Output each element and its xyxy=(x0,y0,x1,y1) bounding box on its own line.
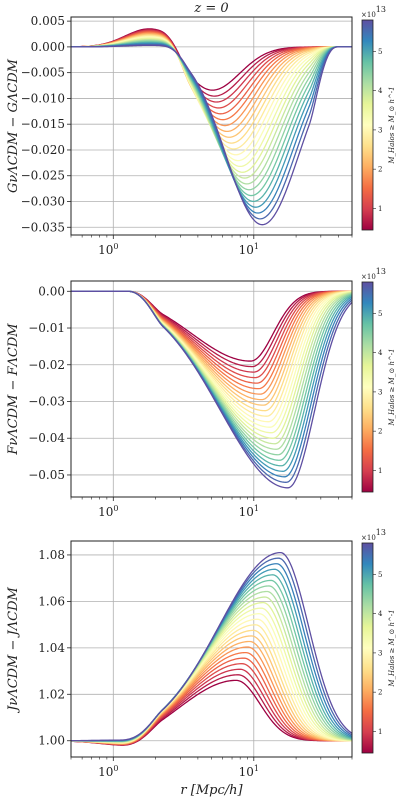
y-tick-label: −0.020 xyxy=(21,143,65,157)
y-tick-label: −0.005 xyxy=(21,66,65,80)
chart-panel-1: 0.005 0.000 −0.005 −0.010 −0.015 −0.020 −0.025… xyxy=(6,1,396,257)
y-tick-label: −0.015 xyxy=(21,117,65,131)
x-tick-label: 101 xyxy=(239,764,259,779)
colorbar-tick-label: 4 xyxy=(378,349,383,357)
y-tick-label: 1.08 xyxy=(38,548,65,562)
y-tick-label: −0.01 xyxy=(28,321,65,335)
y-tick-label: 1.00 xyxy=(38,734,65,748)
colorbar-tick-label: 1 xyxy=(378,728,382,736)
y-axis-label: FνΛCDM − FΛCDM xyxy=(6,323,21,456)
colorbar-tick-label: 5 xyxy=(378,571,382,579)
colorbar-gradient xyxy=(361,542,374,754)
chart-panel-3: 1.00 1.02 1.04 1.06 1.08 100 101 JνΛCDM − JΛCDM… xyxy=(6,528,396,798)
colorbar-tick-label: 4 xyxy=(378,87,383,95)
y-tick-label: −0.035 xyxy=(21,220,65,234)
y-tick-label: 1.04 xyxy=(38,641,65,655)
colorbar-label: M_Halos ≥ M_⊙ h^-1 xyxy=(388,348,396,426)
y-tick-label: 1.06 xyxy=(38,594,65,608)
colorbar-tick-label: 3 xyxy=(378,126,382,134)
y-tick-label: −0.030 xyxy=(21,195,65,209)
series-group xyxy=(71,551,352,746)
y-tick-label: −0.010 xyxy=(21,91,65,105)
y-tick-label: −0.04 xyxy=(28,431,65,445)
colorbar-exponent: ×1013 xyxy=(361,5,386,19)
y-tick-label: −0.03 xyxy=(28,394,65,408)
colorbar-label: M_Halos ≥ M_⊙ h^-1 xyxy=(388,609,396,687)
colorbar-gradient xyxy=(361,281,374,493)
colorbar-tick-label: 3 xyxy=(378,388,382,396)
y-tick-label: 1.02 xyxy=(38,687,65,701)
y-tick-label: −0.025 xyxy=(21,169,65,183)
y-tick-label: −0.05 xyxy=(28,468,65,482)
series-line xyxy=(71,551,352,742)
colorbar-tick-label: 2 xyxy=(378,689,382,697)
series-line xyxy=(71,44,352,226)
colorbar-tick-label: 5 xyxy=(378,48,382,56)
plot-frame xyxy=(70,280,353,498)
series-line xyxy=(71,290,352,489)
colorbar: 1 2 3 4 5 ×1013 M_Halos ≥ M_⊙ h^-1 xyxy=(361,528,396,754)
colorbar-tick-label: 1 xyxy=(378,205,382,213)
plot-frame xyxy=(70,16,353,236)
y-tick-label: 0.00 xyxy=(38,284,65,298)
x-tick-label: 100 xyxy=(98,504,118,519)
colorbar-tick-label: 2 xyxy=(378,428,382,436)
chart-panel-2: 0.00 −0.01 −0.02 −0.03 −0.04 −0.05 100 101 FνΛCD… xyxy=(6,267,396,519)
plot-frame xyxy=(70,540,353,758)
chart-title: z = 0 xyxy=(193,1,228,16)
colorbar-tick-label: 2 xyxy=(378,166,382,174)
colorbar-gradient xyxy=(361,19,374,231)
y-axis-label: GνΛCDM − GΛCDM xyxy=(6,58,21,193)
colorbar-tick-label: 4 xyxy=(378,610,383,618)
colorbar-tick-label: 5 xyxy=(378,310,382,318)
series-group xyxy=(71,28,352,226)
colorbar-exponent: ×1013 xyxy=(361,528,386,542)
x-tick-label: 101 xyxy=(239,504,259,519)
y-tick-label: 0.005 xyxy=(31,14,65,28)
colorbar: 1 2 3 4 5 ×1013 M_Halos ≥ M_⊙ h^-1 xyxy=(361,267,396,493)
series-group xyxy=(71,290,352,489)
colorbar-exponent: ×1013 xyxy=(361,267,386,281)
colorbar-tick-label: 1 xyxy=(378,467,382,475)
x-tick-label: 100 xyxy=(98,242,118,257)
colorbar-label: M_Halos ≥ M_⊙ h^-1 xyxy=(388,86,396,164)
y-tick-label: 0.000 xyxy=(31,40,65,54)
x-tick-label: 101 xyxy=(239,242,259,257)
y-tick-label: −0.02 xyxy=(28,358,65,372)
colorbar-tick-label: 3 xyxy=(378,649,382,657)
y-axis-label: JνΛCDM − JΛCDM xyxy=(6,587,21,714)
colorbar: 1 2 3 4 5 ×1013 M_Halos ≥ M_⊙ h^-1 xyxy=(361,5,396,231)
x-tick-label: 100 xyxy=(98,764,118,779)
x-axis-label: r [Mpc/h] xyxy=(180,783,243,798)
